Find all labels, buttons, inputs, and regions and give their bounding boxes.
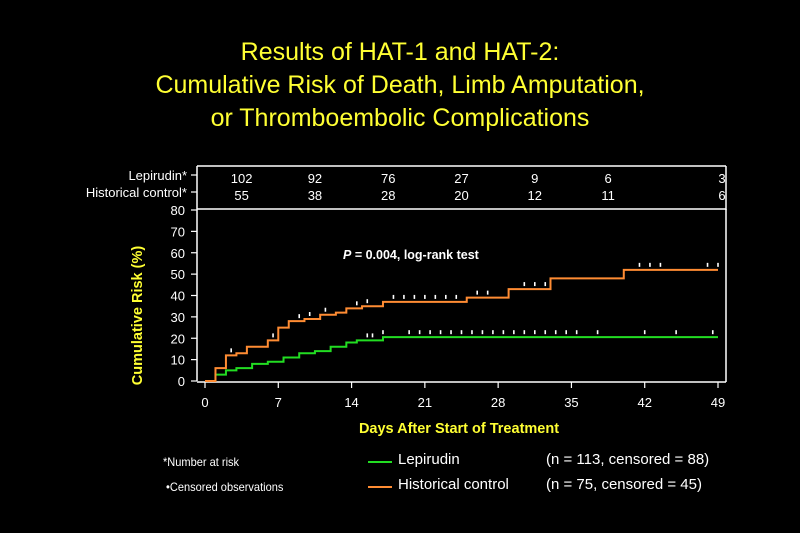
p-symbol: P <box>343 248 352 262</box>
x-tick-label: 35 <box>564 395 578 410</box>
y-tick-label: 70 <box>171 224 185 239</box>
at-risk-value: 9 <box>531 171 538 186</box>
title-line-1: Results of HAT-1 and HAT-2: <box>240 38 560 66</box>
at-risk-row-label: Historical control* <box>86 185 187 200</box>
at-risk-value: 27 <box>454 171 468 186</box>
x-tick-label: 42 <box>637 395 651 410</box>
number-at-risk-note: *Number at risk <box>163 455 240 469</box>
legend-lepirudin-swatch <box>368 461 392 463</box>
at-risk-value: 92 <box>308 171 322 186</box>
y-tick-label: 40 <box>171 289 185 304</box>
y-tick-label: 30 <box>171 310 185 325</box>
chart-title: Results of HAT-1 and HAT-2: Cumulative R… <box>0 36 800 135</box>
series-lepirudin <box>205 330 718 382</box>
at-risk-value: 76 <box>381 171 395 186</box>
chart-series <box>205 262 719 382</box>
legend-historical-stats: (n = 75, censored = 45) <box>546 476 702 493</box>
step-line <box>205 268 718 382</box>
at-risk-value: 28 <box>381 188 395 203</box>
x-axis-title: Days After Start of Treatment <box>359 421 559 437</box>
y-tick-label: 10 <box>171 353 185 368</box>
x-tick-label: 21 <box>418 395 432 410</box>
at-risk-value: 102 <box>231 171 253 186</box>
legend-lepirudin-label: Lepirudin <box>398 451 460 468</box>
legend-historical-swatch <box>368 486 392 488</box>
y-tick-label: 50 <box>171 267 185 282</box>
y-axis-title: Cumulative Risk (%) <box>130 246 146 386</box>
title-line-2: Cumulative Risk of Death, Limb Amputatio… <box>155 71 645 99</box>
y-tick-label: 20 <box>171 331 185 346</box>
x-tick-label: 28 <box>491 395 505 410</box>
at-risk-value: 12 <box>528 188 542 203</box>
x-tick-label: 0 <box>201 395 208 410</box>
at-risk-table: Lepirudin* 102 92 76 27 9 6 3 Historical control… <box>86 165 727 210</box>
at-risk-value: 38 <box>308 188 322 203</box>
x-tick-label: 49 <box>711 395 725 410</box>
title-line-3: or Thromboembolic Complications <box>210 104 590 132</box>
series-historical-control <box>205 262 719 382</box>
at-risk-value: 6 <box>718 188 725 203</box>
censored-note: •Censored observations <box>166 480 284 494</box>
at-risk-value: 55 <box>234 188 248 203</box>
at-risk-value: 11 <box>601 188 615 203</box>
x-tick-label: 14 <box>344 395 358 410</box>
x-tick-label: 7 <box>275 395 282 410</box>
at-risk-value: 3 <box>718 171 725 186</box>
legend-lepirudin-stats: (n = 113, censored = 88) <box>546 451 710 468</box>
y-tick-label: 80 <box>171 203 185 218</box>
p-value-text: = 0.004, log-rank test <box>351 248 479 262</box>
legend-historical-label: Historical control <box>398 476 509 493</box>
y-tick-label: 60 <box>171 246 185 261</box>
chart-axes: 0 10 20 30 40 50 60 70 80 0 7 14 21 28 35 42 49 Days Afte… <box>130 203 727 437</box>
at-risk-value: 20 <box>454 188 468 203</box>
at-risk-value: 6 <box>604 171 611 186</box>
at-risk-row-label: Lepirudin* <box>128 168 187 183</box>
step-line <box>205 336 718 382</box>
p-value-annotation: P = 0.004, log-rank test <box>343 248 480 262</box>
y-tick-label: 0 <box>178 374 185 389</box>
